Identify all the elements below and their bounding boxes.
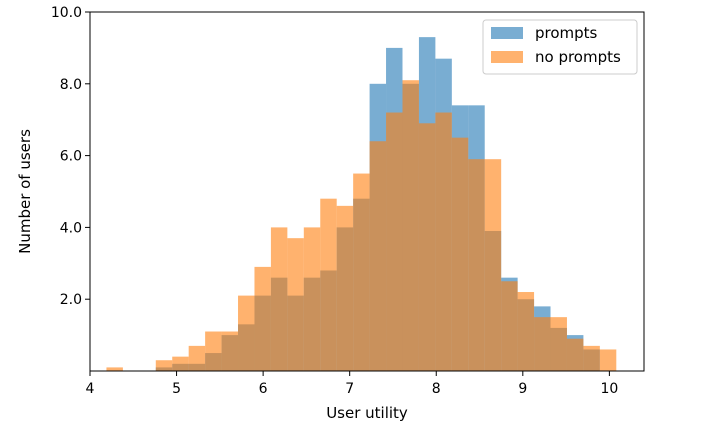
bar-no-prompts [270,227,288,371]
legend-swatch-no-prompts [491,51,523,63]
x-tick-label: 6 [259,381,268,397]
y-axis-title: Number of users [16,129,34,254]
bar-no-prompts [106,367,123,371]
bar-no-prompts [287,238,304,371]
bar-no-prompts [336,205,354,371]
bar-no-prompts [599,349,617,371]
x-tick-label: 9 [518,381,527,397]
bar-no-prompts [353,173,370,371]
bar-no-prompts [254,266,271,371]
bar-no-prompts [534,317,551,371]
bar-no-prompts [418,123,436,371]
y-tick-label: 6.0 [60,149,82,165]
bar-no-prompts [172,356,189,371]
legend: prompts no prompts [482,19,638,75]
y-tick-label: 2.0 [60,292,82,308]
bar-no-prompts [566,338,584,371]
x-tick-label: 8 [432,381,441,397]
bar-no-prompts [517,292,535,371]
bars-layer [106,37,617,372]
bar-no-prompts [303,227,321,371]
x-tick-label: 5 [172,381,181,397]
bar-no-prompts [205,331,222,371]
bar-no-prompts [188,345,206,371]
y-tick-label: 8.0 [60,77,82,93]
y-tick-label: 10.0 [51,5,82,21]
bar-no-prompts [155,360,173,371]
legend-label-no-prompts: no prompts [535,48,621,66]
bar-no-prompts [435,112,452,372]
bar-no-prompts [320,198,337,371]
bar-no-prompts [386,112,403,372]
legend-swatch-prompts [491,27,523,39]
bar-no-prompts [369,141,387,371]
legend-label-prompts: prompts [535,24,598,42]
plot-frame [89,11,645,372]
bar-no-prompts [550,317,567,371]
bar-no-prompts [238,295,255,371]
y-tick-label: 4.0 [60,220,82,236]
bar-no-prompts [501,281,518,371]
bar-no-prompts [583,345,600,371]
x-axis-title: User utility [326,404,408,422]
ticks-layer: 4 5 6 7 8 9 10 2.0 4.0 6.0 8.0 10.0 [51,5,618,397]
bar-no-prompts [484,159,502,371]
x-tick-label: 10 [600,381,618,397]
x-tick-label: 7 [345,381,354,397]
bar-no-prompts [468,159,485,371]
x-tick-label: 4 [86,381,95,397]
bar-no-prompts [221,331,239,371]
bar-no-prompts [402,80,419,372]
bar-no-prompts [451,137,469,371]
